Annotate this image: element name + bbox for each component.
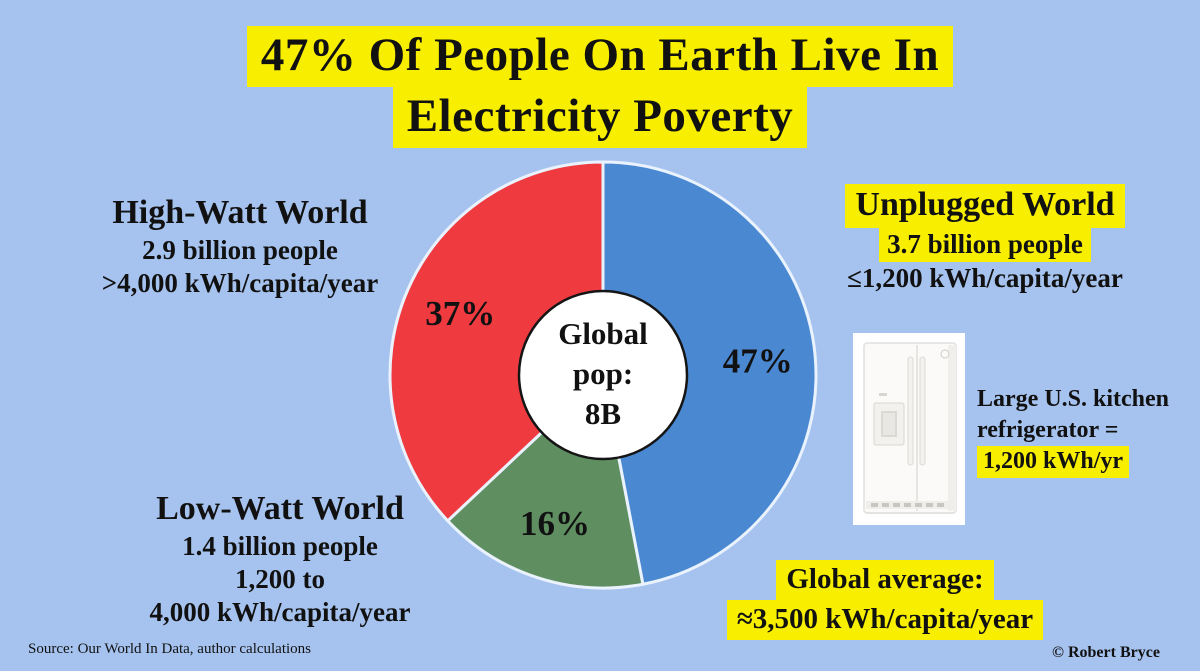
pie-center-label-line3: 8B	[585, 396, 621, 431]
pie-slice-percent-low-watt-world: 16%	[520, 504, 590, 543]
unplugged-energy: ≤1,200 kWh/capita/year	[847, 263, 1123, 293]
low-watt-people: 1.4 billion people	[182, 531, 378, 561]
pie-center-label-line1: Global	[558, 316, 648, 351]
annotation-refrigerator: Large U.S. kitchen refrigerator = 1,200 …	[977, 384, 1192, 478]
unplugged-title: Unplugged World	[795, 184, 1175, 228]
annotation-global-average: Global average: ≈3,500 kWh/capita/year	[700, 560, 1070, 640]
pie-slice-percent-high-watt-world: 37%	[425, 294, 495, 333]
unplugged-people-text: 3.7 billion people	[879, 228, 1091, 262]
refrigerator-drawing	[853, 333, 965, 525]
title-line-2-text: Electricity Poverty	[392, 87, 808, 148]
low-watt-energy-line1: 1,200 to	[235, 564, 325, 594]
pie-center-circle	[517, 289, 689, 461]
fridge-caption-line2: refrigerator =	[977, 417, 1119, 443]
title-line-2: Electricity Poverty	[0, 87, 1200, 148]
source-note: Source: Our World In Data, author calcul…	[28, 641, 312, 657]
high-watt-people: 2.9 billion people	[142, 235, 338, 265]
pie-center-label-line2: pop:	[573, 356, 633, 391]
high-watt-title: High-Watt World	[112, 194, 368, 231]
high-watt-energy: >4,000 kWh/capita/year	[101, 268, 379, 298]
annotation-low-watt-world: Low-Watt World 1.4 billion people 1,200 …	[70, 488, 490, 629]
fridge-caption-line1: Large U.S. kitchen	[977, 386, 1169, 412]
pie-slice-percent-unplugged-world: 47%	[723, 341, 793, 380]
low-watt-energy-line2: 4,000 kWh/capita/year	[149, 597, 411, 627]
global-average-line2: ≈3,500 kWh/capita/year	[700, 600, 1070, 640]
low-watt-title: Low-Watt World	[156, 490, 404, 527]
fridge-caption-line3: 1,200 kWh/yr	[977, 446, 1192, 478]
annotation-unplugged-world: Unplugged World 3.7 billion people ≤1,20…	[795, 184, 1175, 295]
fridge-caption-line3-text: 1,200 kWh/yr	[977, 446, 1130, 478]
global-average-line1: Global average:	[700, 560, 1070, 600]
copyright-credit: © Robert Bryce	[1052, 644, 1160, 661]
pie-slice-unplugged-world	[601, 160, 818, 586]
unplugged-title-text: Unplugged World	[845, 184, 1125, 228]
title-line-1-text: 47% Of People On Earth Live In	[246, 26, 954, 87]
page-title: 47% Of People On Earth Live In Electrici…	[0, 26, 1200, 148]
global-average-line2-text: ≈3,500 kWh/capita/year	[726, 600, 1044, 640]
title-line-1: 47% Of People On Earth Live In	[0, 26, 1200, 87]
refrigerator-image	[853, 333, 965, 525]
global-average-line1-text: Global average:	[776, 560, 994, 600]
unplugged-people: 3.7 billion people	[795, 228, 1175, 262]
pie-chart: 47% 16% 37% Global pop: 8B	[388, 160, 818, 590]
pie-slice-high-watt-world	[388, 160, 605, 523]
annotation-high-watt-world: High-Watt World 2.9 billion people >4,00…	[30, 192, 450, 300]
